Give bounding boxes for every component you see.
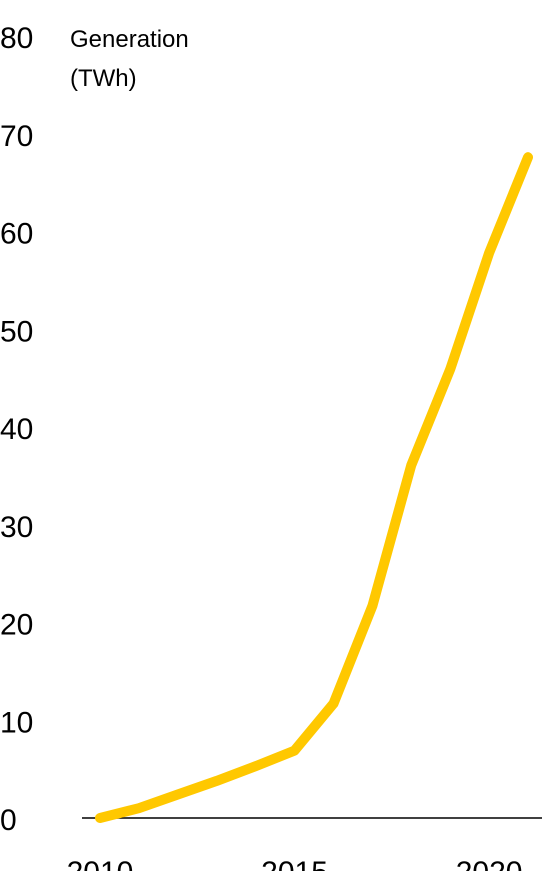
y-axis-unit-label: Generation (TWh) <box>70 26 189 92</box>
x-tick-label: 2015 <box>261 856 328 871</box>
y-tick-label: 50 <box>0 315 33 348</box>
series-layer <box>95 152 533 823</box>
series-line <box>95 152 533 823</box>
unit-label-line-1: Generation <box>70 26 189 53</box>
y-tick-label: 60 <box>0 218 33 251</box>
y-tick-label: 10 <box>0 706 33 739</box>
y-tick-label: 30 <box>0 511 33 544</box>
y-tick-label: 70 <box>0 120 33 153</box>
y-tick-label: 20 <box>0 609 33 642</box>
y-axis-ticks: 0 10 20 30 40 50 60 70 80 <box>0 22 33 837</box>
unit-label-line-2: (TWh) <box>70 65 137 92</box>
x-axis-ticks: 2010 2015 2020 <box>67 856 523 871</box>
y-tick-label: 0 <box>0 804 17 837</box>
y-tick-label: 80 <box>0 22 33 55</box>
y-tick-label: 40 <box>0 413 33 446</box>
x-tick-label: 2010 <box>67 856 134 871</box>
x-tick-label: 2020 <box>456 856 523 871</box>
